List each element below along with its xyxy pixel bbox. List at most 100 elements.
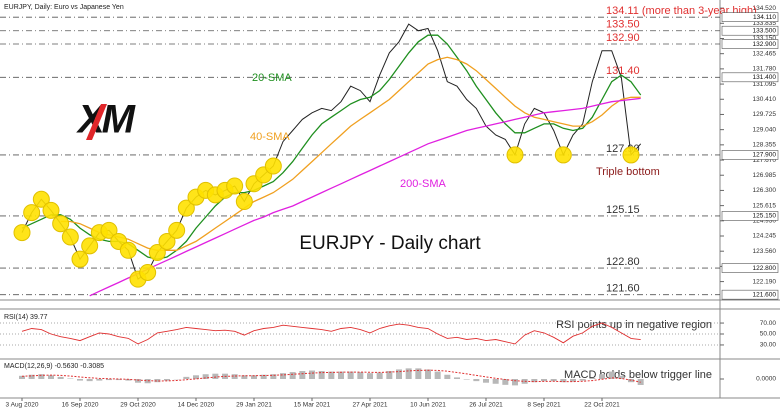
- macd-bar: [183, 376, 190, 379]
- x-tick-label: 14 Dec 2020: [178, 402, 215, 409]
- level-label: 121.60: [606, 283, 640, 295]
- rsi-title: RSI(14) 39.77: [4, 314, 48, 321]
- macd-bar: [77, 379, 83, 381]
- macd-bar: [28, 374, 35, 379]
- level-tag: 121.600: [753, 291, 777, 298]
- macd-bar: [405, 368, 412, 379]
- logo-text: XM: [76, 98, 137, 142]
- level-label: 122.80: [606, 256, 640, 268]
- bottom-marker: [622, 146, 640, 164]
- macd-bar: [425, 369, 431, 379]
- series-label: 200-SMA: [400, 178, 447, 190]
- x-tick-label: 15 Mar 2021: [294, 402, 331, 409]
- x-tick-label: 26 Jul 2021: [469, 402, 503, 409]
- macd-bar: [260, 374, 267, 379]
- y-tick-label: 30.00: [760, 342, 777, 349]
- macd-bar: [57, 376, 64, 379]
- y-tick-label: 126.300: [753, 187, 777, 194]
- level-tag-box: [721, 289, 779, 300]
- header: EURJPY, Daily: Euro vs Japanese Yen: [4, 4, 124, 11]
- macd-bar: [309, 370, 315, 379]
- macd-bar: [618, 375, 625, 379]
- macd-bar: [512, 379, 518, 386]
- bottom-marker: [52, 215, 70, 233]
- macd-bar: [599, 374, 605, 379]
- macd-bar: [521, 379, 528, 384]
- y-tick-label: 0.0000: [756, 376, 776, 383]
- level-tag-box: [721, 263, 779, 273]
- macd-bar: [434, 371, 441, 379]
- macd-bar: [231, 374, 238, 379]
- bottom-marker: [158, 232, 176, 250]
- macd-bar: [531, 379, 538, 383]
- y-tick-label: 130.410: [753, 96, 777, 103]
- macd-bar: [589, 377, 596, 379]
- bottom-marker: [177, 199, 195, 217]
- macd-bar: [212, 373, 219, 379]
- macd-bar: [473, 379, 480, 382]
- macd-bar: [251, 375, 257, 379]
- macd-bar: [270, 374, 277, 379]
- macd-bar: [328, 371, 335, 379]
- y-tick-label: 124.245: [753, 233, 777, 240]
- series-label: 20-SMA: [252, 72, 292, 84]
- macd-bar: [550, 379, 557, 382]
- y-tick-label: 127.670: [753, 157, 777, 164]
- macd-bar: [202, 374, 209, 379]
- level-tag-box: [721, 72, 779, 83]
- level-tag: 132.900: [753, 41, 777, 48]
- y-tick-label: 133.835: [753, 20, 777, 27]
- macd-bar: [318, 371, 325, 379]
- macd-bar: [579, 379, 586, 381]
- macd-bar: [106, 379, 112, 381]
- macd-bar: [415, 368, 422, 379]
- bottom-marker: [148, 244, 166, 262]
- rsi-line: [21, 322, 641, 345]
- macd-bar: [115, 379, 122, 381]
- x-tick-label: 27 Apr 2021: [352, 402, 387, 409]
- macd-bar: [367, 373, 373, 379]
- level-tag-box: [721, 12, 779, 22]
- macd-bar: [347, 371, 354, 379]
- macd-bar: [396, 369, 402, 379]
- y-tick-label: 129.725: [753, 111, 777, 118]
- bottom-marker: [42, 201, 60, 219]
- level-tag-box: [721, 39, 779, 49]
- x-tick-label: 29 Oct 2020: [120, 402, 156, 409]
- level-tag: 131.400: [753, 74, 777, 81]
- macd-bar: [463, 379, 470, 380]
- level-label: 133.50: [606, 19, 640, 31]
- macd-bar: [560, 379, 567, 383]
- y-tick-label: 134.520: [753, 5, 777, 12]
- bottom-marker: [226, 177, 244, 195]
- bottom-marker: [554, 146, 572, 164]
- bottom-marker: [139, 263, 157, 281]
- series-label: 40-SMA: [250, 131, 290, 143]
- chart-title: EURJPY - Daily chart: [299, 233, 481, 254]
- macd-bar: [38, 374, 45, 379]
- macd-bar: [164, 379, 170, 381]
- y-tick-label: 126.985: [753, 172, 777, 179]
- level-tag: 127.900: [753, 152, 777, 159]
- x-tick-label: 29 Jan 2021: [236, 402, 272, 409]
- level-tag: 125.150: [753, 213, 777, 220]
- y-tick-label: 131.095: [753, 81, 777, 88]
- macd-bar: [570, 379, 576, 382]
- logo-slash: [86, 104, 107, 140]
- y-tick-label: 124.930: [753, 218, 777, 225]
- bottom-marker: [23, 204, 41, 222]
- level-label: 134.11 (more than 3-year high): [606, 5, 757, 17]
- signal-line: [21, 369, 641, 383]
- macd-bar: [67, 378, 74, 379]
- macd-bar: [289, 372, 296, 379]
- bottom-marker: [264, 157, 282, 175]
- bottom-marker: [32, 190, 50, 208]
- y-tick-label: 50.00: [760, 331, 777, 338]
- macd-bar: [454, 377, 460, 379]
- macd-bar: [502, 379, 509, 385]
- y-tick-label: 70.00: [760, 320, 777, 327]
- y-tick-label: 129.040: [753, 126, 777, 133]
- macd-bar: [541, 379, 547, 382]
